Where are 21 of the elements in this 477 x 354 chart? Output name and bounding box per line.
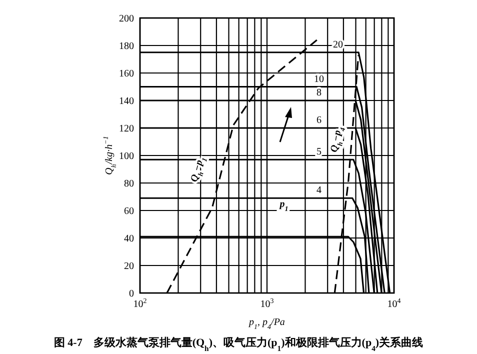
y-tick-label: 100 <box>119 151 134 162</box>
x-axis-title: p$_{1}$, p$_{4}$/Pa <box>248 317 285 331</box>
text: 图 4-7 多级水蒸气泵排气量(Q$_{h}$)、吸气压力(p$_{1}$)和极限排气压力(p$_{4}$)关系曲线 <box>54 336 424 352</box>
y-tick-label: 120 <box>119 124 134 134</box>
y-tick-label: 160 <box>119 68 134 80</box>
y-tick-label: 180 <box>119 41 134 52</box>
x-tick-label: 10$^{2}$ <box>133 297 148 310</box>
series-label: 10 <box>314 74 324 85</box>
y-tick-label: 60 <box>124 206 134 217</box>
y-tick-label: 80 <box>124 178 134 190</box>
y-tick-label: 200 <box>119 14 134 24</box>
y-tick-label: 140 <box>119 96 134 107</box>
y-tick-label: 40 <box>124 234 134 244</box>
y-tick-label: 0 <box>129 288 134 300</box>
x-tick-label: 10$^{4}$ <box>387 297 402 310</box>
series-label: 6 <box>316 115 322 126</box>
series-label: 8 <box>316 88 322 98</box>
series-label: 5 <box>316 146 322 158</box>
series-label: 4 <box>316 185 322 196</box>
x-tick-label: 10$^{3}$ <box>260 297 274 310</box>
y-tick-label: 20 <box>124 261 134 272</box>
